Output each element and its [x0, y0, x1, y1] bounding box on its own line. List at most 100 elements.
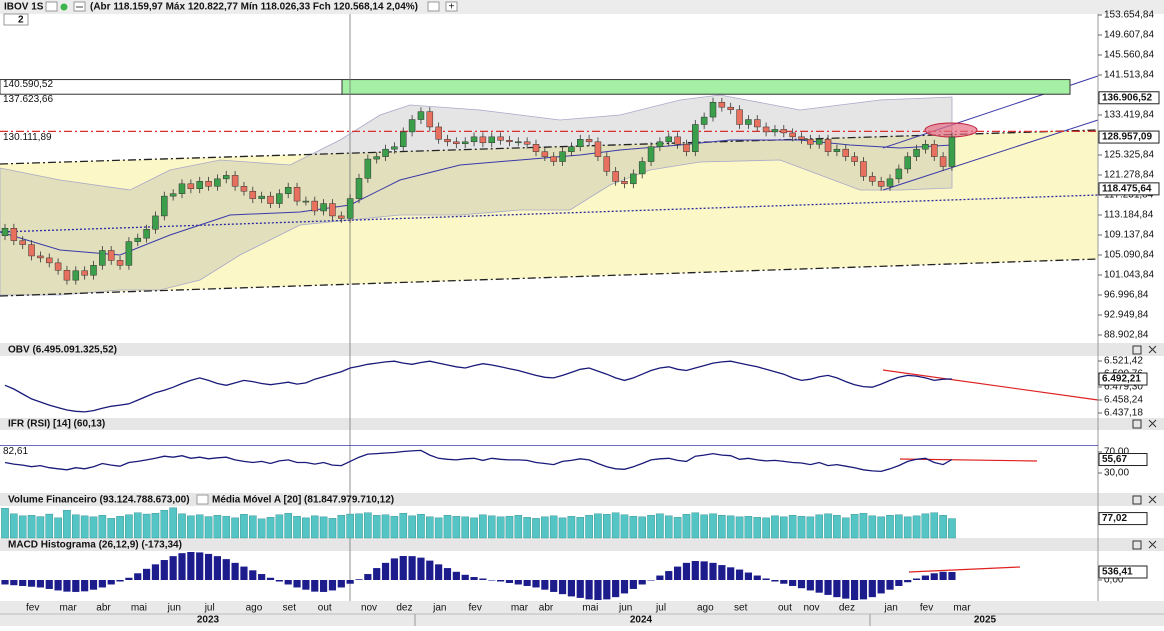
- y-tick-label: 88.902,84: [1104, 330, 1149, 341]
- indicator-bar: [373, 568, 381, 581]
- indicator-bar: [284, 513, 293, 539]
- trendline-middle: [0, 194, 1099, 233]
- value-box: [1098, 565, 1148, 579]
- indicator-bar: [886, 580, 894, 590]
- maximize-button[interactable]: [1132, 419, 1142, 429]
- indicator-bar: [27, 515, 36, 539]
- y-tick-label: 153.654,84: [1104, 10, 1154, 21]
- close-button[interactable]: [1148, 540, 1157, 549]
- x-tick-label: dez: [839, 603, 855, 614]
- x-tick-label: mar: [59, 603, 77, 614]
- candle-body: [647, 146, 655, 162]
- indicator-bar: [629, 580, 637, 589]
- indicator-bar: [196, 552, 204, 581]
- candle-body: [435, 126, 442, 140]
- candle-body: [231, 175, 239, 187]
- status-dot: [60, 3, 68, 11]
- maximize-button[interactable]: [1132, 345, 1142, 355]
- maximize-button[interactable]: [1132, 495, 1142, 505]
- indicator-bar: [399, 555, 407, 581]
- trendline-upper: [0, 129, 1099, 165]
- indicator-bar: [310, 515, 319, 539]
- candle-body: [1, 228, 9, 236]
- close-button[interactable]: [1148, 495, 1157, 504]
- indicator-bar: [63, 580, 71, 592]
- indicator-bar: [939, 515, 947, 539]
- icon-button[interactable]: [196, 494, 209, 505]
- indicator-bar: [735, 516, 744, 539]
- candle-body: [895, 168, 903, 180]
- indicator-bar: [523, 580, 531, 586]
- candle-body: [116, 260, 124, 266]
- candle-body: [63, 270, 71, 281]
- indicator-bar: [842, 580, 850, 599]
- indicator-bar: [364, 574, 372, 581]
- close-button[interactable]: [1148, 419, 1157, 428]
- indicator-bar: [284, 580, 292, 585]
- indicator-bar: [275, 580, 283, 582]
- candle-body: [214, 178, 221, 187]
- candle-body: [364, 158, 372, 179]
- candle-body: [523, 141, 531, 145]
- indicator-bar: [435, 564, 443, 581]
- indicator-bar: [240, 514, 248, 539]
- indicator-bar: [381, 562, 390, 581]
- y-tick-label: 145.560,84: [1104, 50, 1154, 61]
- y-tick-label: 133.419,84: [1104, 110, 1154, 121]
- icon-button[interactable]: [427, 1, 440, 12]
- value-box-label: 77,02: [1102, 513, 1127, 524]
- indicator-bar: [691, 560, 699, 581]
- icon-button[interactable]: [445, 1, 458, 12]
- candle-body: [10, 228, 18, 241]
- candle-body: [453, 141, 460, 145]
- indicator-bar: [718, 515, 726, 539]
- indicator-bar: [594, 580, 602, 600]
- indicator-bar: [125, 514, 133, 539]
- indicator-bar: [514, 580, 522, 585]
- candle-body: [904, 156, 911, 170]
- indicator-bar: [479, 578, 487, 581]
- indicator-bar: [426, 560, 434, 581]
- candle-body: [780, 129, 788, 134]
- indicator-bar: [753, 517, 762, 539]
- indicator-bar: [948, 518, 956, 539]
- value-box-label: 6.492,21: [1102, 374, 1141, 385]
- badge-box[interactable]: [3, 13, 29, 26]
- indicator-bar: [868, 515, 877, 539]
- indicator-bar: [248, 515, 257, 539]
- indicator-bar: [71, 514, 80, 539]
- candle-body: [736, 109, 743, 125]
- panel-title-bar: [0, 343, 1164, 356]
- candle-body: [293, 187, 301, 202]
- indicator-bar: [249, 570, 257, 581]
- indicator-bar: [744, 516, 753, 539]
- candle-body: [709, 101, 717, 118]
- candle-body: [877, 181, 885, 187]
- indicator-bar: [258, 574, 266, 581]
- candle-body: [939, 156, 947, 167]
- indicator-bar: [178, 553, 186, 581]
- candle-body: [851, 156, 858, 162]
- indicator-bar: [381, 514, 390, 539]
- indicator-bar: [204, 516, 213, 539]
- maximize-button[interactable]: [1132, 540, 1142, 550]
- indicator-bar: [204, 553, 213, 581]
- candle-body: [338, 215, 345, 219]
- close-button[interactable]: [1148, 345, 1157, 354]
- indicator-bar: [479, 514, 487, 539]
- indicator-bar: [833, 580, 841, 598]
- candle-body: [532, 144, 540, 152]
- candle-body: [674, 136, 681, 145]
- indicator-bar: [682, 562, 691, 581]
- candle-body: [594, 141, 602, 157]
- indicator-bar: [647, 580, 655, 581]
- y-tick-label: 96.996,84: [1104, 290, 1149, 301]
- indicator-bar: [364, 512, 372, 539]
- icon-button[interactable]: [45, 1, 58, 12]
- candle-body: [470, 136, 478, 143]
- indicator-bar: [850, 514, 859, 539]
- indicator-bar: [89, 516, 98, 539]
- candle-body: [223, 175, 230, 180]
- candle-body: [28, 244, 35, 257]
